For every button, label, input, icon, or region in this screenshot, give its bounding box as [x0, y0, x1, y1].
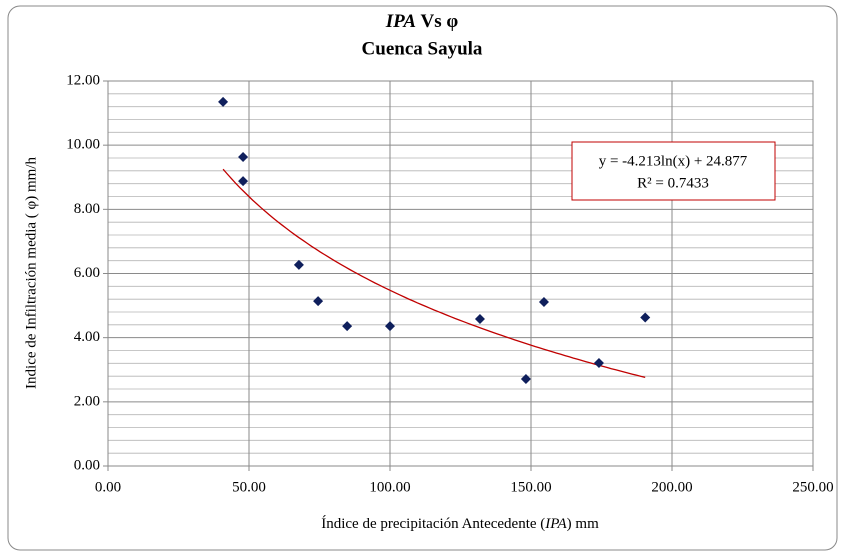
x-tick-label: 150.00 [510, 479, 551, 495]
data-point [385, 321, 395, 332]
title-rest: Vs φ [420, 11, 458, 32]
data-point [593, 358, 604, 369]
x-label-part: IPA [544, 516, 567, 532]
x-tick-label: 250.00 [792, 479, 833, 495]
x-label-part: Índice de precipitación Antecedente ( [321, 515, 545, 532]
data-point [520, 374, 531, 385]
y-tick-label: 10.00 [66, 137, 100, 153]
y-tick-label: 12.00 [66, 72, 100, 88]
plot-border [107, 80, 814, 467]
trendline-r2: R² = 0.7433 [637, 175, 709, 191]
x-tick-label: 100.00 [369, 479, 410, 495]
data-point [293, 259, 304, 270]
trendline [222, 168, 646, 379]
x-axis-label: Índice de precipitación Antecedente (IPA… [321, 515, 599, 532]
y-tick-label: 0.00 [74, 457, 100, 473]
data-point [218, 96, 229, 107]
data-point [538, 297, 549, 308]
y-tick-label: 6.00 [74, 265, 100, 281]
data-point [474, 314, 485, 325]
data-point [342, 321, 353, 332]
x-label-part: ) mm [567, 516, 599, 532]
title-italic: IPA [385, 11, 416, 32]
equation-box [571, 141, 776, 201]
y-tick-label: 8.00 [74, 201, 100, 217]
chart-subtitle: Cuenca Sayula [362, 38, 483, 59]
y-tick-label: 4.00 [74, 329, 100, 345]
x-tick-label: 200.00 [651, 479, 692, 495]
data-point [313, 296, 324, 307]
data-point [238, 176, 249, 187]
chart-title: IPA Vs φ [385, 11, 459, 32]
data-point [640, 312, 651, 323]
x-tick-label: 50.00 [232, 479, 266, 495]
y-axis-label: Indice de Infiltración media ( φ) mm/h [23, 157, 39, 389]
data-point [238, 152, 249, 163]
chart-border [7, 5, 838, 551]
x-tick-label: 0.00 [95, 479, 121, 495]
trendline-equation: y = -4.213ln(x) + 24.877 [599, 153, 748, 169]
y-tick-label: 2.00 [74, 393, 100, 409]
